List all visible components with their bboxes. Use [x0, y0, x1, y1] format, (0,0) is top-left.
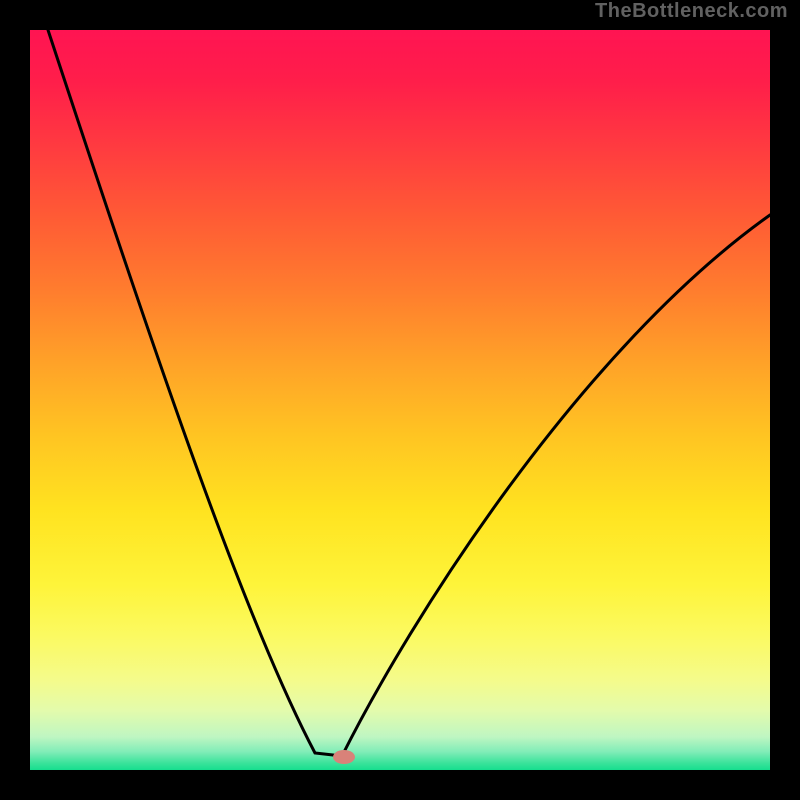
bottleneck-curve — [30, 30, 770, 770]
watermark-text: TheBottleneck.com — [595, 0, 788, 23]
plot-area — [30, 30, 770, 770]
minimum-marker — [333, 750, 355, 764]
